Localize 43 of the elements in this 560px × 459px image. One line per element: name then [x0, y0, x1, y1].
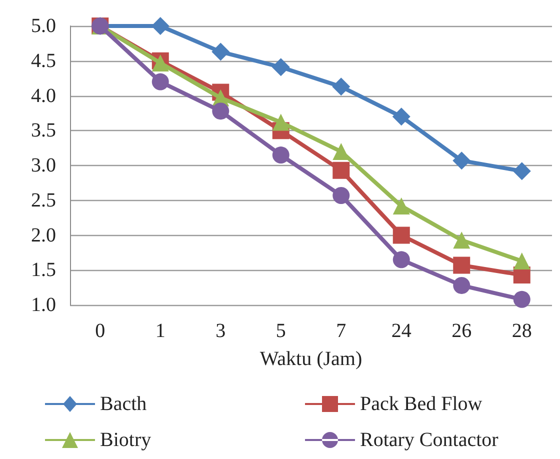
y-tick-label: 4.0 [31, 84, 56, 107]
point [272, 58, 290, 76]
y-tick-label: 2.0 [31, 224, 56, 246]
point [453, 276, 470, 294]
point [332, 162, 350, 179]
point [512, 162, 531, 180]
point [392, 197, 410, 214]
y-tick-label: 3.0 [31, 154, 56, 176]
legend-label: Rotary Contactor [360, 429, 499, 451]
point [272, 146, 290, 164]
y-tick-label: 1.0 [31, 294, 56, 316]
point [392, 251, 410, 268]
point [453, 256, 470, 274]
y-tick-label: 5.0 [31, 15, 56, 37]
point [212, 102, 230, 120]
point [332, 78, 350, 96]
point [452, 152, 471, 170]
point [513, 290, 530, 308]
point [151, 17, 170, 35]
y-tick-label: 3.5 [31, 120, 56, 142]
point [152, 73, 169, 90]
x-tick-label: 3 [216, 320, 226, 342]
y-tick-label: 4.5 [31, 50, 56, 72]
x-tick-label: 1 [155, 320, 166, 342]
y-tick-label: 1.5 [31, 259, 56, 282]
legend-label: Bacth [100, 393, 147, 415]
point [272, 114, 290, 131]
point [513, 252, 530, 270]
x-tick-label: 0 [95, 320, 106, 342]
legend-label: Pack Bed Flow [360, 393, 483, 415]
x-tick-label: 24 [391, 320, 412, 342]
x-axis-title: Waktu (Jam) [260, 348, 362, 370]
point [212, 42, 230, 61]
legend-label: Biotry [100, 429, 152, 451]
point [332, 186, 350, 204]
y-tick-label: 2.5 [31, 189, 56, 212]
x-tick-label: 28 [512, 320, 532, 342]
x-tick-label: 26 [452, 320, 472, 342]
x-tick-label: 5 [276, 320, 286, 342]
x-tick-label: 7 [336, 320, 346, 342]
point [392, 108, 410, 126]
point [392, 226, 410, 244]
point [453, 232, 470, 249]
